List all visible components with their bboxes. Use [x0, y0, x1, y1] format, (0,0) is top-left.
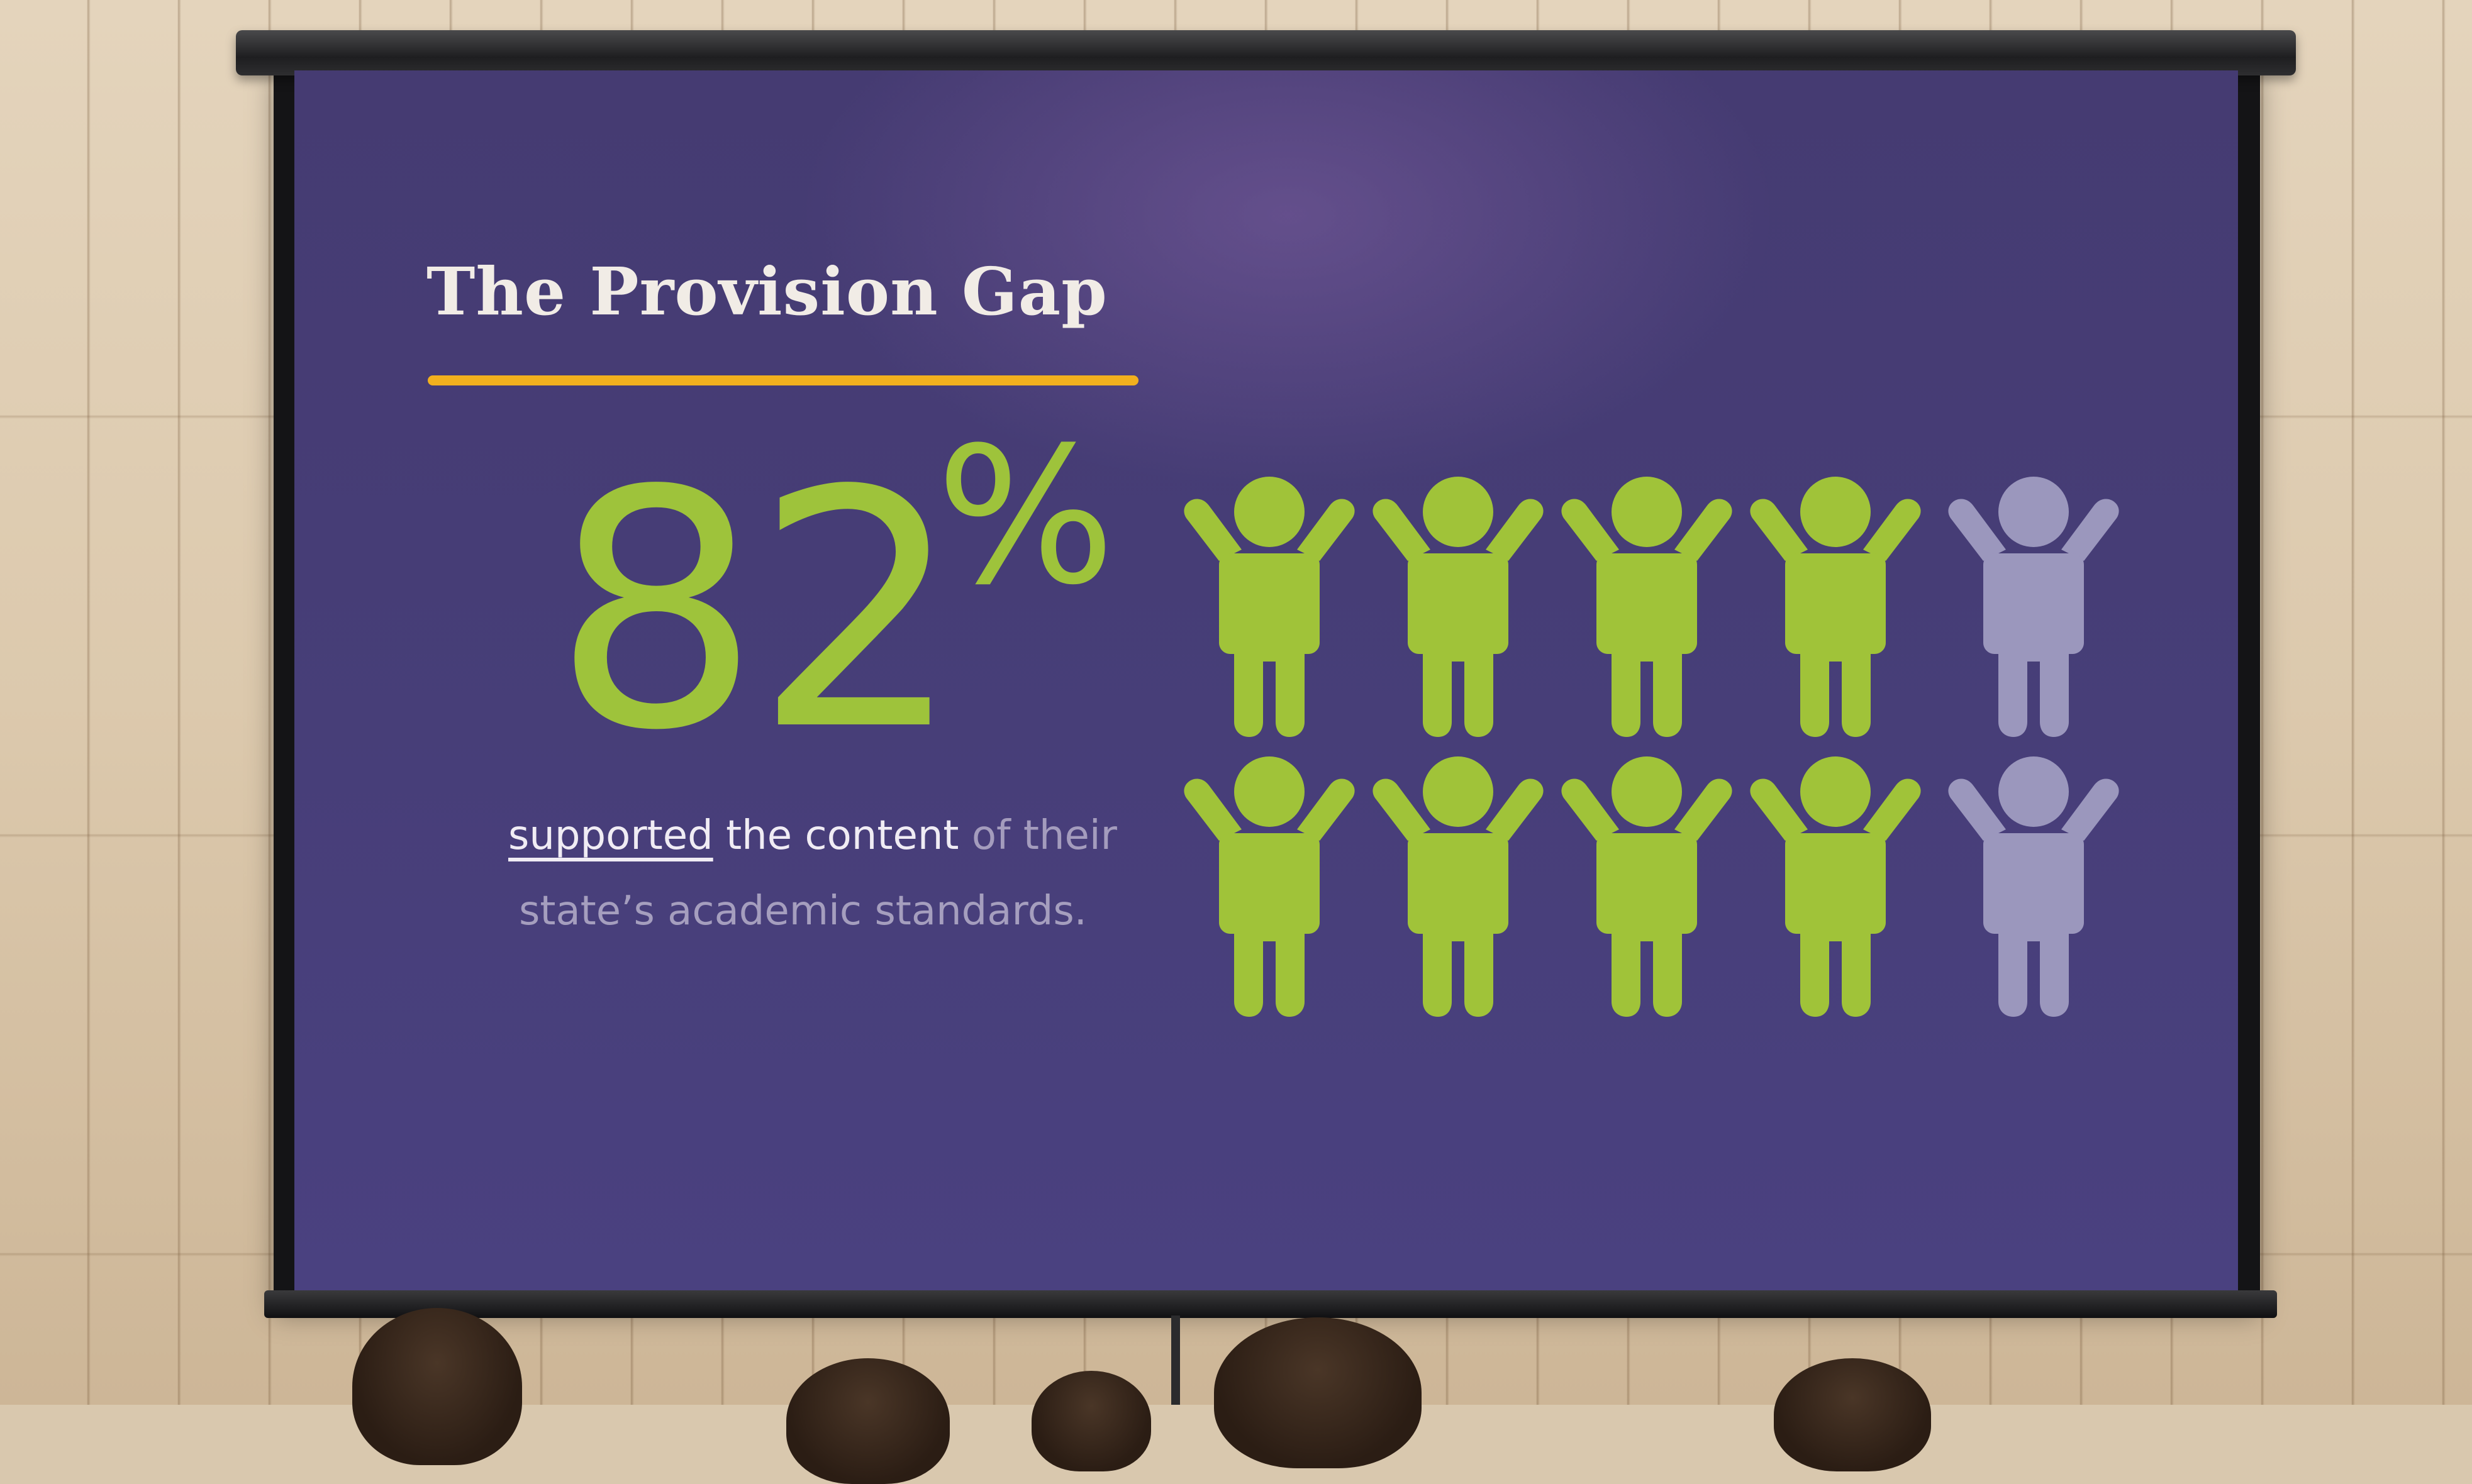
- audience-head: [352, 1308, 522, 1465]
- audience-head: [1214, 1317, 1422, 1468]
- person-icon-highlighted: [1750, 756, 1921, 1017]
- person-icon-grid: [1184, 477, 2119, 1017]
- audience-head: [786, 1358, 950, 1484]
- underlined-word: supported: [508, 812, 713, 859]
- person-icon-muted: [1948, 477, 2119, 737]
- audience-head: [1032, 1371, 1151, 1471]
- person-icon-highlighted: [1184, 477, 1355, 737]
- person-icon-highlighted: [1372, 756, 1544, 1017]
- person-icon-highlighted: [1561, 756, 1732, 1017]
- screen-bottom-bar: [264, 1290, 2277, 1318]
- stat-number: 82: [552, 421, 962, 802]
- slide-title: The Provision Gap: [426, 253, 1108, 330]
- stat-percent-sign: %: [936, 407, 1116, 626]
- projector-screen-housing: [236, 30, 2296, 75]
- screen-pull-cord: [1171, 1315, 1180, 1405]
- description-middle: the content: [713, 812, 959, 859]
- audience-head: [1774, 1358, 1931, 1471]
- presentation-slide: The Provision Gap 82 % supported the con…: [294, 70, 2238, 1293]
- description-faded: of their: [959, 812, 1117, 859]
- person-icon-muted: [1948, 756, 2119, 1017]
- person-icon-highlighted: [1184, 756, 1355, 1017]
- stat-description-line-2: state’s academic standards.: [519, 888, 1087, 934]
- person-icon-highlighted: [1561, 477, 1732, 737]
- title-underline: [428, 375, 1139, 385]
- stat-description-line-1: supported the content of their: [508, 812, 1117, 859]
- person-icon-highlighted: [1750, 477, 1921, 737]
- person-icon-highlighted: [1372, 477, 1544, 737]
